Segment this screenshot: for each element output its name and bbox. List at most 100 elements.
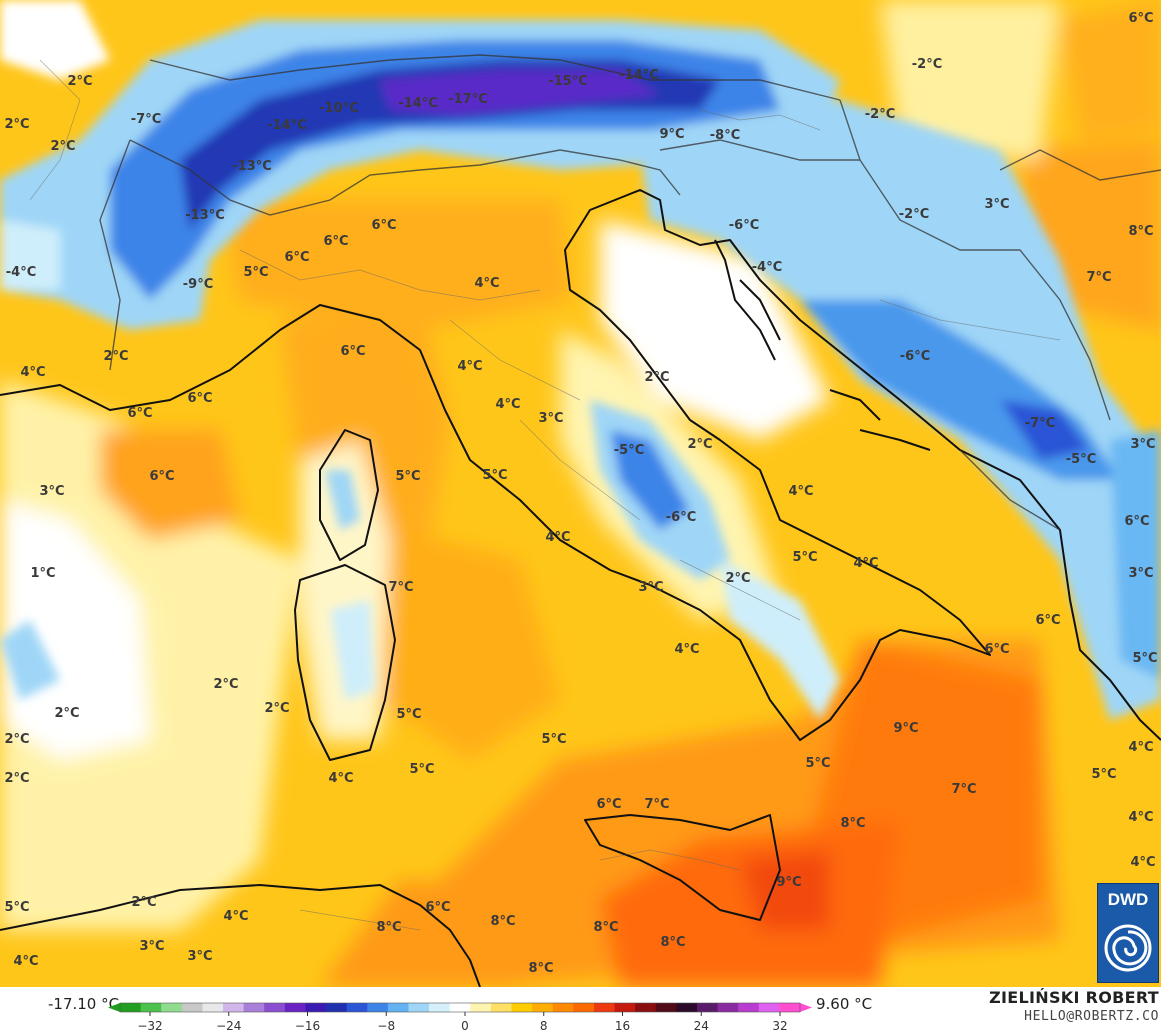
temperature-label: 3°C [1130,437,1155,452]
scale-swatch [161,1003,183,1012]
temperature-label: 7°C [644,797,669,812]
scale-swatch [120,1003,142,1012]
scale-swatch [367,1003,389,1012]
temperature-label: 6°C [149,469,174,484]
temperature-label: 6°C [284,250,309,265]
swirl-icon [1104,924,1152,972]
temperature-label: 2°C [131,895,156,910]
temperature-label: 2°C [4,117,29,132]
temperature-label: 7°C [388,580,413,595]
scale-swatch [140,1003,162,1012]
temperature-label: 5°C [482,468,507,483]
scale-swatch [223,1003,245,1012]
scale-tick-label: 0 [461,1019,469,1033]
temperature-label: 9°C [659,127,684,142]
temperature-label: 2°C [50,139,75,154]
scale-swatch [470,1003,492,1012]
temperature-label: 2°C [213,677,238,692]
temperature-label: -14°C [619,68,659,83]
temperature-label: 3°C [139,939,164,954]
temperature-label: 3°C [984,197,1009,212]
legend-max-value: 9.60 °C [816,995,873,1013]
scale-swatch [655,1003,677,1012]
scale-swatch [614,1003,636,1012]
temperature-label: 6°C [1124,514,1149,529]
scale-tick-label: −8 [377,1019,395,1033]
temperature-label: 4°C [1128,810,1153,825]
temperature-label: 5°C [396,707,421,722]
temperature-label: 8°C [376,920,401,935]
scale-swatch [346,1003,368,1012]
temperature-label: -6°C [729,218,759,233]
admin-borders [29,59,1061,931]
scale-swatch [511,1003,533,1012]
temperature-label: 2°C [54,706,79,721]
temperature-label: -7°C [131,112,161,127]
scale-swatch [305,1003,327,1012]
temperature-fill [0,0,1161,987]
temperature-label: 4°C [223,909,248,924]
temperature-label: -2°C [912,57,942,72]
temperature-label: 3°C [39,484,64,499]
scale-swatch [593,1003,616,1012]
temperature-label: 2°C [4,771,29,786]
temperature-label: 6°C [371,218,396,233]
temperature-label: 5°C [1091,767,1116,782]
temperature-label: 7°C [951,782,976,797]
temperature-label: 2°C [264,701,289,716]
temperature-label: 9°C [893,721,918,736]
temperature-label: -10°C [319,101,359,116]
temperature-label: 4°C [1130,855,1155,870]
scale-arrow-left [108,1003,120,1012]
temperature-label: 4°C [328,771,353,786]
scale-arrow-right [800,1003,812,1012]
legend-min-value: -17.10 °C [48,995,120,1013]
temperature-label: -7°C [1025,416,1055,431]
scale-swatch [779,1003,801,1012]
legend-footer: -17.10 °C −32 −24 −16 −8 0 8 16 24 32 9.60 °C ZI… [0,987,1161,1035]
temperature-label: 3°C [638,580,663,595]
temperature-label: 5°C [792,550,817,565]
temperature-label: 2°C [67,74,92,89]
temperature-label: 6°C [1035,613,1060,628]
scale-swatch [717,1003,739,1012]
cold-fill [0,0,1161,720]
temperature-label: 3°C [1128,566,1153,581]
scale-swatch [552,1003,574,1012]
temperature-label: 3°C [538,411,563,426]
scale-swatch [429,1003,451,1012]
temperature-label: 5°C [1132,651,1157,666]
temperature-label: 8°C [593,920,618,935]
temperature-label: 4°C [495,397,520,412]
temperature-label: 5°C [243,265,268,280]
temperature-label: -2°C [865,107,895,122]
temperature-label: -15°C [548,74,588,89]
scale-swatch [573,1003,595,1012]
temperature-label: 4°C [674,642,699,657]
temperature-label: -9°C [183,277,213,292]
temperature-label: 2°C [725,571,750,586]
temperature-label: 2°C [687,437,712,452]
scale-swatch [449,1003,471,1012]
temperature-label: -4°C [6,265,36,280]
temperature-label: 8°C [660,935,685,950]
temperature-label: -17°C [448,92,488,107]
temperature-label: 8°C [840,816,865,831]
temperature-label: -4°C [752,260,782,275]
temperature-label: 4°C [13,954,38,969]
temperature-label: -13°C [185,208,225,223]
scale-tick-label: −24 [216,1019,241,1033]
temperature-label: 4°C [788,484,813,499]
temperature-label: -6°C [900,349,930,364]
temperature-label: 8°C [528,961,553,976]
temperature-label: 5°C [395,469,420,484]
temperature-label: 4°C [545,530,570,545]
temperature-label: 4°C [853,556,878,571]
scale-tick-label: 24 [694,1019,709,1033]
scale-swatch [696,1003,719,1012]
temperature-label: 1°C [30,566,55,581]
scale-swatch [532,1003,554,1012]
scale-swatch [264,1003,286,1012]
temperature-label: 6°C [984,642,1009,657]
